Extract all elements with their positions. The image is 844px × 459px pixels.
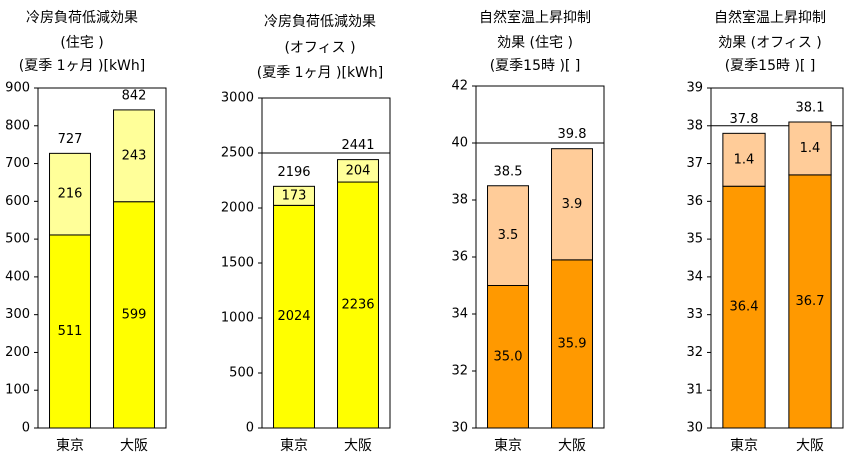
- y-tick-label: 31: [686, 383, 703, 398]
- y-tick-label: 37: [686, 156, 703, 171]
- chart-title: (夏季 1ヶ月 )[kWh]: [19, 58, 145, 74]
- bar-segment: [337, 181, 379, 429]
- y-tick-label: 400: [5, 269, 30, 284]
- y-tick-label: 500: [229, 366, 254, 381]
- data-label: 36.4: [730, 300, 759, 315]
- y-tick-label: 35: [686, 232, 703, 247]
- bar-segment: [487, 285, 529, 429]
- data-label: 2024: [277, 309, 310, 324]
- bar-segment: [487, 185, 529, 286]
- bar-segment: [49, 152, 91, 236]
- y-tick-label: 38: [686, 118, 703, 133]
- total-label: 2196: [277, 165, 310, 180]
- y-tick-label: 800: [5, 118, 30, 133]
- data-label: 2236: [341, 298, 374, 313]
- data-label: 35.0: [494, 349, 523, 364]
- y-tick-label: 300: [5, 307, 30, 322]
- y-tick-label: 1500: [221, 256, 254, 271]
- chart-title: 自然室温上昇抑制: [714, 9, 826, 26]
- y-tick-label: 30: [686, 421, 703, 436]
- y-tick-label: 2000: [221, 201, 254, 216]
- bar-segment: [49, 234, 91, 429]
- y-tick-label: 36: [686, 194, 703, 209]
- y-tick-label: 0: [22, 421, 30, 436]
- data-label: 216: [58, 187, 83, 202]
- y-tick-label: 39: [686, 81, 703, 96]
- y-tick-label: 42: [451, 79, 468, 94]
- y-tick-label: 30: [451, 421, 468, 436]
- y-tick-label: 3000: [221, 91, 254, 106]
- chart-title: (オフィス ): [284, 40, 355, 56]
- y-tick-label: 600: [5, 194, 30, 209]
- data-label: 243: [122, 148, 147, 163]
- y-tick-label: 38: [451, 193, 468, 208]
- bar-segment: [273, 204, 315, 429]
- data-label: 599: [122, 307, 147, 322]
- data-label: 1.4: [734, 152, 755, 167]
- total-label: 38.1: [796, 101, 825, 116]
- y-tick-label: 40: [451, 136, 468, 151]
- data-label: 3.5: [498, 228, 519, 243]
- chart-title: (夏季 1ヶ月 )[kWh]: [257, 65, 383, 81]
- bar-segment: [113, 109, 155, 203]
- y-tick-label: 32: [451, 364, 468, 379]
- data-label: 3.9: [562, 197, 583, 212]
- x-tick-label: 大阪: [796, 438, 824, 454]
- y-tick-label: 36: [451, 250, 468, 265]
- y-tick-label: 500: [5, 232, 30, 247]
- x-tick-label: 東京: [730, 438, 758, 454]
- x-tick-label: 大阪: [120, 438, 148, 454]
- y-tick-label: 700: [5, 156, 30, 171]
- data-label: 35.9: [558, 336, 587, 351]
- x-tick-label: 東京: [56, 438, 84, 454]
- total-label: 39.8: [558, 127, 587, 142]
- bar-segment: [273, 185, 315, 206]
- bar-segment: [551, 148, 593, 261]
- chart-title: 冷房負荷低減効果: [264, 13, 376, 30]
- data-label: 204: [346, 163, 371, 178]
- y-tick-label: 32: [686, 345, 703, 360]
- chart-title: 自然室温上昇抑制: [479, 9, 591, 26]
- x-tick-label: 大阪: [344, 438, 372, 454]
- x-tick-label: 東京: [494, 438, 522, 454]
- data-label: 511: [58, 324, 83, 339]
- data-label: 173: [282, 188, 307, 203]
- total-label: 842: [122, 88, 147, 103]
- total-label: 727: [58, 132, 83, 147]
- chart-title: 冷房負荷低減効果: [26, 9, 138, 26]
- data-label: 1.4: [800, 141, 821, 156]
- chart-title: (夏季15時 )[ ]: [725, 58, 816, 74]
- y-tick-label: 34: [451, 307, 468, 322]
- y-tick-label: 100: [5, 383, 30, 398]
- total-label: 2441: [341, 138, 374, 153]
- bar-segment: [337, 159, 379, 183]
- chart-title: (夏季15時 )[ ]: [490, 58, 581, 74]
- y-tick-label: 33: [686, 307, 703, 322]
- chart-title: 効果 (オフィス ): [718, 35, 822, 51]
- y-tick-label: 200: [5, 345, 30, 360]
- x-tick-label: 大阪: [558, 438, 586, 454]
- chart-title: 効果 (住宅 ): [497, 35, 573, 51]
- y-tick-label: 0: [246, 421, 254, 436]
- bar-segment: [788, 174, 832, 429]
- y-tick-label: 1000: [221, 311, 254, 326]
- bar-segment: [788, 121, 832, 176]
- data-label: 36.7: [796, 294, 825, 309]
- bar-segment: [722, 185, 766, 429]
- y-tick-label: 900: [5, 81, 30, 96]
- x-tick-label: 東京: [280, 438, 308, 454]
- bar-segment: [722, 132, 766, 187]
- y-tick-label: 2500: [221, 146, 254, 161]
- bar-segment: [113, 201, 155, 429]
- y-tick-label: 34: [686, 269, 703, 284]
- total-label: 37.8: [730, 112, 759, 127]
- total-label: 38.5: [494, 164, 523, 179]
- chart-title: (住宅 ): [60, 35, 103, 51]
